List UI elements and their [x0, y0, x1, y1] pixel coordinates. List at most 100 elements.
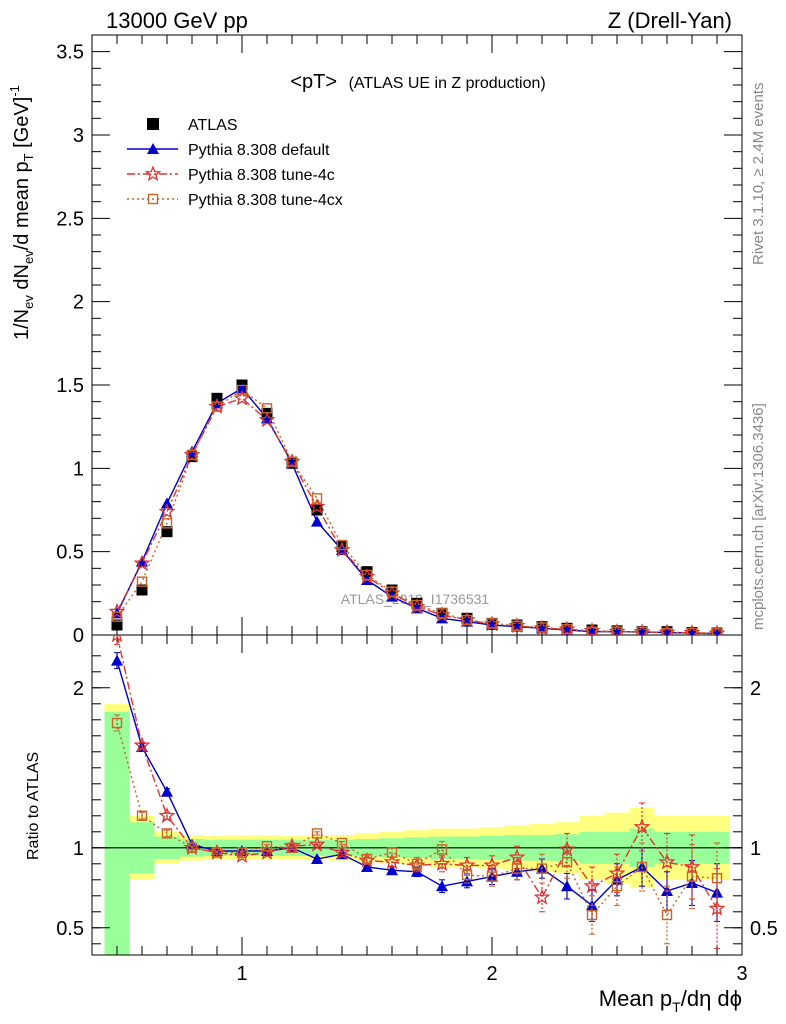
ratio-point-1-9 — [333, 843, 351, 860]
ratio-y-tick-label-right: 2 — [750, 678, 761, 700]
main-point-2-5 — [233, 389, 251, 406]
ratio-point-2-11 — [386, 847, 398, 858]
ratio-point-2-16 — [511, 863, 523, 874]
ratio-point-2-8 — [311, 828, 323, 839]
legend-marker-1 — [147, 143, 159, 154]
ratio-point-0-10 — [361, 861, 373, 872]
ratio-point-2-4 — [211, 847, 223, 858]
main-y-tick-label: 3.5 — [56, 42, 84, 64]
header-right: Z (Drell-Yan) — [608, 8, 732, 33]
ratio-point-0-11 — [386, 864, 398, 876]
ratio-axes: 0.5 0.5 1 1 2 2 1 2 3 — [56, 635, 778, 985]
ratio-point-2-13 — [436, 844, 448, 855]
ratio-point-2-1 — [136, 810, 148, 821]
ratio-point-0-8 — [311, 853, 323, 864]
ratio-point-2-24 — [711, 873, 723, 884]
legend: ATLAS Pythia 8.308 default Pythia 8.308 tu… — [127, 117, 343, 209]
main-y-tick-label: 0 — [73, 625, 84, 647]
plot-title: <pT> (ATLAS UE in Z production) — [290, 71, 545, 93]
legend-marker-2 — [144, 165, 162, 182]
legend-label-3: Pythia 8.308 tune-4cx — [188, 192, 343, 209]
main-point-2-6 — [258, 411, 276, 428]
legend-marker-0 — [147, 118, 159, 130]
mcplots-source-text: mcplots.cern.ch [arXiv:1306.3436] — [750, 403, 767, 630]
main-point-3-13 — [436, 608, 448, 619]
main-point-1-22 — [662, 626, 672, 635]
legend-label-1: Pythia 8.308 default — [188, 142, 330, 159]
ratio-point-0-13 — [436, 880, 448, 892]
main-point-1-2 — [161, 497, 173, 509]
ratio-point-2-21 — [636, 861, 648, 873]
legend-label-0: ATLAS — [188, 117, 238, 134]
ratio-point-2-10 — [361, 853, 373, 865]
main-point-3-18 — [561, 623, 573, 635]
main-point-1-5 — [236, 382, 248, 394]
main-series-layer — [108, 379, 726, 635]
ratio-y-tick-label: 1 — [73, 838, 84, 860]
ratio-y-tick-label-right: 0.5 — [750, 918, 778, 940]
main-y-tick-label: 2.5 — [56, 208, 84, 230]
ratio-point-2-22 — [661, 909, 673, 921]
main-point-3-4 — [211, 401, 223, 412]
ratio-point-1-13 — [433, 855, 451, 871]
main-point-3-10 — [361, 569, 373, 581]
rivet-version-text: Rivet 3.1.10, ≥ 2.4M events — [750, 83, 767, 266]
ratio-y-axis-label: Ratio to ATLAS — [25, 752, 42, 860]
main-point-1-8 — [311, 515, 323, 527]
header-left: 13000 GeV pp — [106, 8, 248, 33]
ratio-point-2-19 — [586, 909, 598, 921]
main-point-0-10 — [361, 566, 373, 578]
ratio-point-2-17 — [536, 863, 548, 874]
main-point-3-8 — [311, 493, 323, 504]
ratio-point-1-11 — [383, 853, 401, 870]
main-point-1-23 — [687, 627, 697, 635]
ratio-point-1-17 — [533, 888, 551, 905]
x-tick-label: 3 — [736, 963, 747, 985]
ratio-point-2-15 — [486, 871, 498, 882]
main-point-0-1 — [136, 584, 148, 596]
main-point-3-14 — [461, 614, 473, 626]
main-point-3-23 — [686, 627, 698, 635]
main-y-tick-label: 0.5 — [56, 542, 84, 564]
ratio-point-0-0 — [111, 654, 123, 666]
main-point-1-24 — [712, 627, 722, 635]
legend-label-2: Pythia 8.308 tune-4c — [188, 167, 335, 184]
ratio-series-layer — [111, 635, 726, 950]
main-point-3-11 — [386, 586, 398, 597]
main-point-0-11 — [386, 584, 398, 596]
ratio-y-tick-label-right: 1 — [750, 838, 761, 860]
main-axes: 0 0.5 1 1.5 2 2.5 3 3.5 — [56, 35, 742, 647]
main-point-3-15 — [486, 618, 498, 629]
ratio-panel-frame — [91, 634, 743, 956]
ratio-point-2-2 — [161, 828, 173, 839]
ratio-point-2-9 — [336, 837, 348, 849]
ratio-y-tick-label: 2 — [73, 678, 84, 700]
ratio-point-2-18 — [561, 857, 573, 868]
ratio-point-1-22 — [658, 853, 676, 870]
main-point-3-6 — [261, 403, 273, 414]
main-point-3-9 — [336, 539, 348, 551]
main-point-3-3 — [186, 449, 198, 461]
main-point-3-22 — [661, 627, 673, 635]
main-y-axis-label: 1/Nev dNev/d mean pT [GeV]-1 — [7, 85, 36, 340]
ratio-point-0-18 — [561, 880, 573, 892]
main-point-3-0 — [111, 611, 123, 622]
main-point-3-1 — [136, 576, 148, 587]
main-point-2-0 — [108, 602, 126, 619]
main-point-3-17 — [536, 622, 548, 633]
legend-marker-3 — [147, 193, 159, 205]
x-tick-label: 1 — [236, 963, 247, 985]
ratio-point-0-2 — [161, 785, 173, 797]
ratio-point-1-19 — [583, 877, 601, 894]
main-point-0-0 — [111, 619, 123, 631]
main-point-3-19 — [586, 626, 598, 635]
ratio-point-2-14 — [461, 869, 473, 881]
main-point-3-20 — [611, 626, 623, 635]
plot-title-sub: (ATLAS UE in Z production) — [349, 75, 546, 92]
ratio-point-2-5 — [236, 847, 248, 858]
ratio-point-1-16 — [508, 848, 526, 865]
ratio-point-1-21 — [633, 818, 651, 835]
ratio-point-0-3 — [186, 838, 198, 850]
main-point-3-7 — [286, 456, 298, 467]
main-point-2-1 — [133, 554, 151, 571]
